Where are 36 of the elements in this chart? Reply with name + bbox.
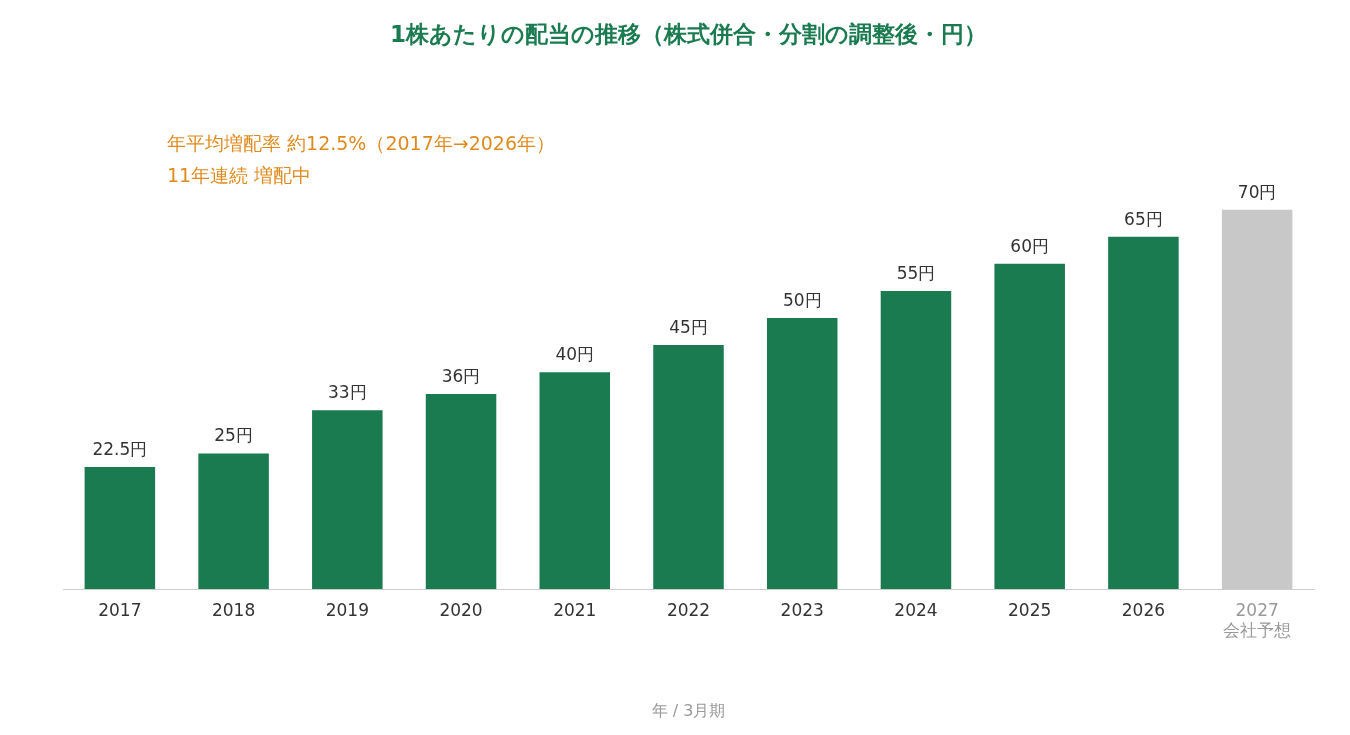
bar — [425, 393, 497, 589]
data-label: 70円 — [1237, 181, 1277, 202]
x-axis-title: 年 / 3月期 — [651, 700, 726, 720]
data-label: 33円 — [328, 382, 367, 403]
text: 年平均増配率 約12.5%（2017年→2026年） — [167, 131, 556, 154]
bar — [198, 453, 269, 589]
bar — [312, 410, 383, 589]
bar — [994, 263, 1065, 589]
x-tick-label: 2019 — [325, 599, 369, 620]
bar — [539, 372, 611, 589]
data-label: 25円 — [214, 425, 253, 446]
x-tick-label: 2022 — [666, 599, 711, 620]
x-tick-label: 2024 — [894, 599, 938, 620]
data-label: 22.5円 — [92, 438, 148, 459]
chart-title: 1株あたりの配当の推移（株式併合・分割の調整後・円） — [389, 20, 988, 47]
x-tick-label: 2023 — [780, 599, 824, 620]
bar — [766, 318, 838, 589]
x-tick-label: 2017 — [98, 599, 142, 620]
bar — [1108, 236, 1179, 589]
x-tick-label: 2025 — [1008, 599, 1052, 620]
bar — [84, 467, 156, 589]
data-label: 50円 — [782, 289, 822, 310]
data-label: 45円 — [669, 317, 708, 338]
data-label: 40円 — [555, 344, 595, 365]
data-label: 55円 — [896, 262, 936, 283]
data-label: 36円 — [441, 365, 481, 386]
bar — [880, 290, 952, 589]
x-tick-label: 2020 — [439, 599, 483, 620]
x-tick-label: 2026 — [1121, 599, 1166, 620]
x-tick-label: 2021 — [553, 599, 597, 620]
bar — [653, 345, 724, 589]
data-label: 60円 — [1010, 235, 1049, 256]
text: 11年連続 増配中 — [167, 163, 312, 186]
x-tick-label: 2027 会社予想 — [1223, 599, 1292, 641]
x-tick-label: 2018 — [211, 599, 256, 620]
data-label: 65円 — [1124, 208, 1163, 229]
